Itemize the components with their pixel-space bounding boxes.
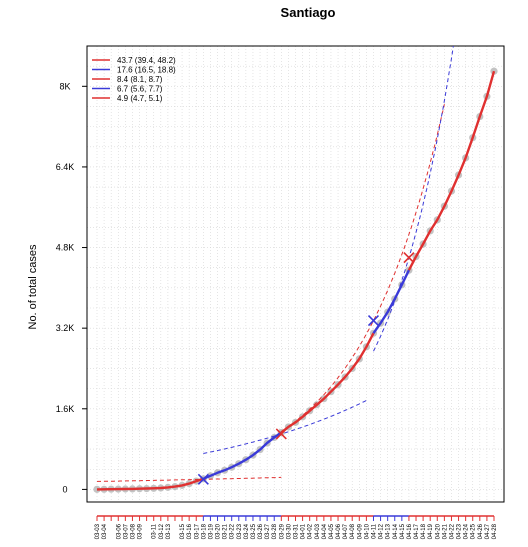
x-tick-label: 04-05 xyxy=(329,523,335,539)
x-tick-label: 03-21 xyxy=(223,523,229,539)
x-tick-label: 04-20 xyxy=(435,523,441,539)
x-tick-label: 04-16 xyxy=(407,523,413,539)
x-tick-label: 04-18 xyxy=(421,523,427,539)
x-tick-label: 03-19 xyxy=(208,523,214,539)
legend-label: 17.6 (16.5, 18.8) xyxy=(117,66,176,75)
x-tick-label: 03-20 xyxy=(216,523,222,539)
x-tick-label: 03-29 xyxy=(279,523,285,539)
plot-frame xyxy=(86,45,505,503)
x-tick-label: 04-06 xyxy=(336,523,342,539)
breakpoint-marker xyxy=(197,473,209,485)
x-tick-label: 04-22 xyxy=(449,523,455,539)
x-tick-label: 03-18 xyxy=(201,523,207,539)
x-tick-label: 03-07 xyxy=(123,523,129,539)
x-tick-label: 04-19 xyxy=(428,523,434,539)
x-tick-label: 04-23 xyxy=(457,523,463,539)
x-tick-label: 04-02 xyxy=(308,523,314,539)
x-tick-label: 04-14 xyxy=(393,523,399,539)
x-tick-label: 03-11 xyxy=(152,523,158,539)
y-tick-label: 0 xyxy=(62,484,67,494)
x-tick-label: 03-22 xyxy=(230,523,236,539)
x-tick-label: 03-15 xyxy=(180,523,186,539)
projection-line xyxy=(281,104,445,433)
x-tick-label: 04-12 xyxy=(379,523,385,539)
fitted-line xyxy=(202,431,282,480)
legend-label: 4.9 (4.7, 5.1) xyxy=(117,94,163,103)
x-tick-label: 04-07 xyxy=(343,523,349,539)
x-tick-label: 04-01 xyxy=(301,523,307,539)
x-tick-label: 03-24 xyxy=(244,523,250,539)
fitted-line xyxy=(372,269,410,334)
series-layer xyxy=(93,46,498,493)
x-tick-label: 03-16 xyxy=(187,523,193,539)
x-tick-label: 04-08 xyxy=(350,523,356,539)
x-tick-label: 03-06 xyxy=(116,523,122,539)
observed-point xyxy=(490,67,498,75)
x-tick-label: 03-08 xyxy=(130,523,136,539)
x-tick-label: 04-28 xyxy=(492,523,498,539)
legend-label: 43.7 (39.4, 48.2) xyxy=(117,56,176,65)
x-tick-label: 04-13 xyxy=(386,523,392,539)
x-tick-label: 03-27 xyxy=(265,523,271,539)
x-tick-label: 04-04 xyxy=(322,523,328,539)
breakpoint-marker xyxy=(275,428,287,440)
x-tick-label: 03-03 xyxy=(95,523,101,539)
legend: 43.7 (39.4, 48.2)17.6 (16.5, 18.8)8.4 (8… xyxy=(92,56,176,103)
x-tick-label: 04-25 xyxy=(471,523,477,539)
x-tick-label: 03-23 xyxy=(237,523,243,539)
y-tick-label: 6.4K xyxy=(56,162,75,172)
x-tick-label: 03-04 xyxy=(102,523,108,539)
y-tick-label: 4.8K xyxy=(56,243,75,253)
x-tick-label: 03-28 xyxy=(272,523,278,539)
x-tick-label: 04-17 xyxy=(414,523,420,539)
y-axis-label: No. of total cases xyxy=(27,244,39,329)
x-tick-label: 03-13 xyxy=(166,523,172,539)
legend-label: 6.7 (5.6, 7.7) xyxy=(117,85,163,94)
x-tick-label: 04-10 xyxy=(364,523,370,539)
fitted-line xyxy=(407,70,496,271)
x-tick-label: 03-17 xyxy=(194,523,200,539)
x-tick-label: 04-03 xyxy=(315,523,321,539)
y-tick-label: 8K xyxy=(59,81,70,91)
fitted-line xyxy=(96,477,204,491)
x-tick-label: 03-09 xyxy=(138,523,144,539)
x-tick-label: 04-26 xyxy=(478,523,484,539)
x-tick-label: 04-11 xyxy=(371,523,377,539)
x-tick-label: 04-15 xyxy=(400,523,406,539)
y-tick-label: 3.2K xyxy=(56,323,75,333)
x-tick-label: 03-25 xyxy=(251,523,257,539)
x-tick-label: 04-09 xyxy=(357,523,363,539)
x-tick-label: 04-24 xyxy=(464,523,470,539)
x-tick-label: 03-30 xyxy=(286,523,292,539)
x-tick-label: 03-31 xyxy=(294,523,300,539)
projection-line xyxy=(96,476,282,482)
y-tick-label: 1.6K xyxy=(56,404,75,414)
projection-line xyxy=(373,46,454,352)
x-tick-label: 04-27 xyxy=(485,523,491,539)
legend-label: 8.4 (8.1, 8.7) xyxy=(117,75,163,84)
x-tick-label: 04-21 xyxy=(442,523,448,539)
fitted-line xyxy=(280,332,375,434)
projection-line xyxy=(203,400,367,454)
breakpoint-marker xyxy=(367,315,380,327)
breakpoint-marker xyxy=(403,252,415,264)
x-tick-label: 03-26 xyxy=(258,523,264,539)
x-tick-label: 03-12 xyxy=(159,523,165,539)
chart-title: Santiago xyxy=(281,5,336,20)
